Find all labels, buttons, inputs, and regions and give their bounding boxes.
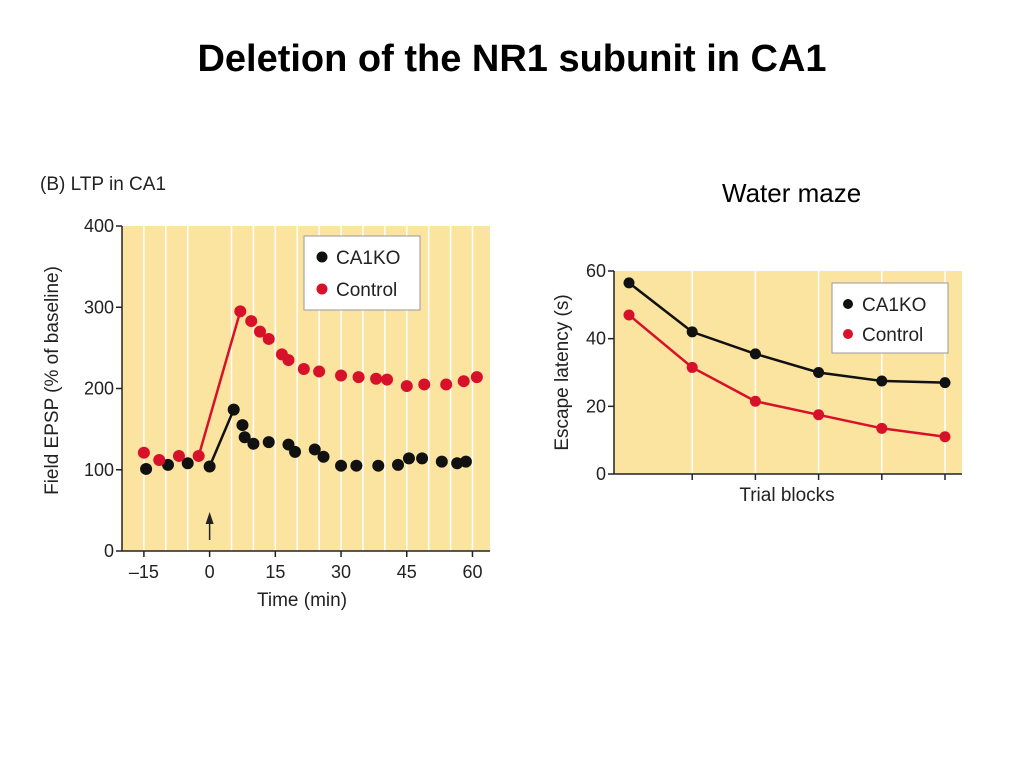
slide-title: Deletion of the NR1 subunit in CA1 (197, 38, 827, 80)
y-tick-label: 0 (596, 464, 606, 484)
data-point (686, 326, 698, 338)
data-point (282, 354, 295, 367)
data-point (459, 455, 472, 468)
data-point (400, 380, 413, 393)
data-point (245, 315, 258, 328)
data-point (418, 378, 431, 391)
data-point (939, 377, 951, 389)
data-point (370, 372, 383, 385)
series-line (197, 310, 242, 457)
series-line (208, 409, 235, 467)
data-point (308, 443, 321, 456)
data-point (297, 363, 310, 375)
data-point (181, 457, 194, 470)
legend-marker (316, 251, 328, 263)
data-point (234, 305, 247, 318)
x-tick-label: 15 (265, 562, 285, 582)
data-point (749, 348, 761, 360)
data-point (440, 378, 453, 391)
data-point (350, 459, 363, 472)
data-point (392, 458, 404, 471)
data-point (140, 462, 153, 475)
legend-label: CA1KO (862, 295, 926, 316)
y-tick-label: 60 (586, 261, 606, 281)
data-point (470, 371, 483, 384)
series-line (628, 314, 946, 439)
x-axis-label: Trial blocks (739, 485, 834, 506)
x-tick-label: 0 (205, 562, 215, 582)
legend-label: Control (336, 280, 397, 301)
data-point (457, 375, 470, 388)
legend-marker (843, 329, 853, 339)
data-point (335, 369, 348, 382)
data-point (876, 422, 888, 434)
legend-box (303, 235, 421, 311)
data-point (172, 449, 185, 462)
data-point (236, 419, 249, 432)
y-tick-label: 20 (586, 396, 606, 416)
x-axis-label: Time (min) (257, 590, 347, 611)
y-tick-label: 40 (586, 329, 606, 349)
data-point (749, 395, 761, 407)
data-point (162, 458, 174, 471)
y-tick-label: 0 (104, 541, 114, 561)
data-point (435, 455, 448, 468)
data-point (372, 459, 385, 472)
data-point (623, 309, 635, 321)
data-point (381, 373, 394, 386)
data-point (153, 454, 166, 466)
data-point (203, 460, 216, 473)
x-tick-label: 60 (462, 562, 482, 582)
ltp-panel-label: (B) LTP in CA1 (40, 174, 167, 195)
y-tick-label: 300 (84, 297, 114, 317)
data-point (262, 332, 275, 345)
data-point (192, 449, 205, 462)
data-point (623, 277, 635, 289)
data-point (402, 452, 415, 465)
data-point (876, 375, 888, 387)
water-maze-title: Water maze (722, 178, 862, 208)
x-tick-label: 45 (397, 562, 417, 582)
legend-box (831, 282, 949, 354)
data-point (686, 361, 698, 373)
series-line (628, 281, 946, 384)
legend-marker (843, 299, 853, 309)
legend-label: Control (862, 325, 923, 346)
data-point (352, 371, 365, 384)
data-point (813, 367, 825, 378)
y-tick-label: 400 (84, 216, 114, 236)
data-point (227, 403, 240, 416)
data-point (416, 452, 429, 465)
y-axis-label: Escape latency (s) (552, 294, 573, 450)
data-point (137, 446, 150, 459)
data-point (813, 409, 825, 421)
data-point (313, 365, 326, 378)
data-point (238, 431, 251, 444)
data-point (247, 437, 260, 450)
data-point (317, 450, 330, 463)
x-tick-label: 30 (331, 562, 351, 582)
data-point (254, 325, 266, 338)
y-tick-label: 200 (84, 379, 114, 399)
data-point (939, 431, 951, 443)
stimulus-arrow-head (205, 512, 214, 524)
y-axis-label: Field EPSP (% of baseline) (42, 266, 63, 495)
legend-label: CA1KO (336, 248, 400, 269)
y-tick-label: 100 (84, 460, 114, 480)
data-point (289, 445, 302, 458)
data-point (335, 459, 348, 472)
x-tick-label: –15 (129, 562, 159, 582)
legend-marker (316, 283, 328, 295)
data-point (262, 436, 275, 449)
